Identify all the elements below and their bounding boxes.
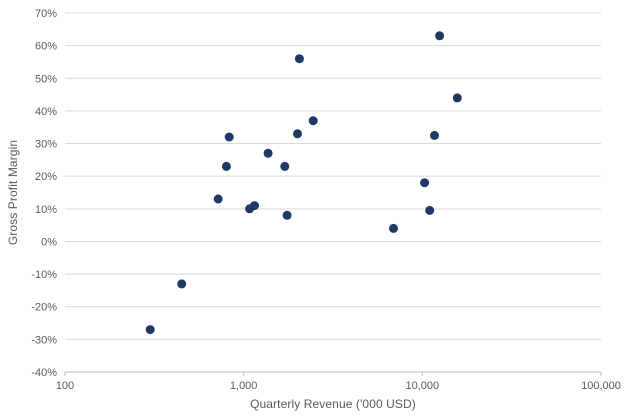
data-point [250, 201, 259, 211]
data-point [145, 325, 155, 335]
data-point [430, 130, 439, 140]
x-tick-label: 100,000 [581, 380, 621, 392]
y-tick-label: 60% [35, 41, 57, 53]
data-point [282, 210, 292, 220]
y-tick-label: 40% [35, 106, 57, 118]
data-point [294, 54, 304, 64]
data-point [213, 194, 223, 204]
data-point [389, 223, 398, 233]
data-point [280, 161, 290, 171]
data-point [425, 205, 435, 215]
data-point [177, 279, 187, 289]
data-point [221, 161, 231, 171]
y-axis-title: Gross Profit Margin [6, 139, 20, 246]
y-tick-label: 70% [35, 8, 57, 20]
y-tick-label: 0% [41, 236, 57, 248]
y-tick-label: -40% [31, 367, 57, 379]
x-tick-label: 10,000 [406, 380, 440, 392]
data-point [420, 178, 430, 188]
y-tick-label: -10% [31, 269, 57, 281]
data-point [263, 148, 273, 158]
data-point [435, 31, 445, 41]
x-tick-label: 1,000 [230, 380, 258, 392]
y-tick-label: 50% [35, 73, 57, 85]
data-point [293, 129, 302, 139]
y-tick-label: -20% [31, 302, 57, 314]
data-point [452, 93, 462, 103]
data-point [308, 116, 318, 126]
y-tick-label: 10% [35, 204, 57, 216]
x-axis-title: Quarterly Revenue ('000 USD) [250, 397, 416, 411]
data-point [224, 132, 234, 142]
x-tick-label: 100 [56, 380, 74, 392]
y-tick-label: -30% [31, 334, 57, 346]
y-tick-label: 30% [35, 139, 57, 151]
y-tick-label: 20% [35, 171, 57, 183]
